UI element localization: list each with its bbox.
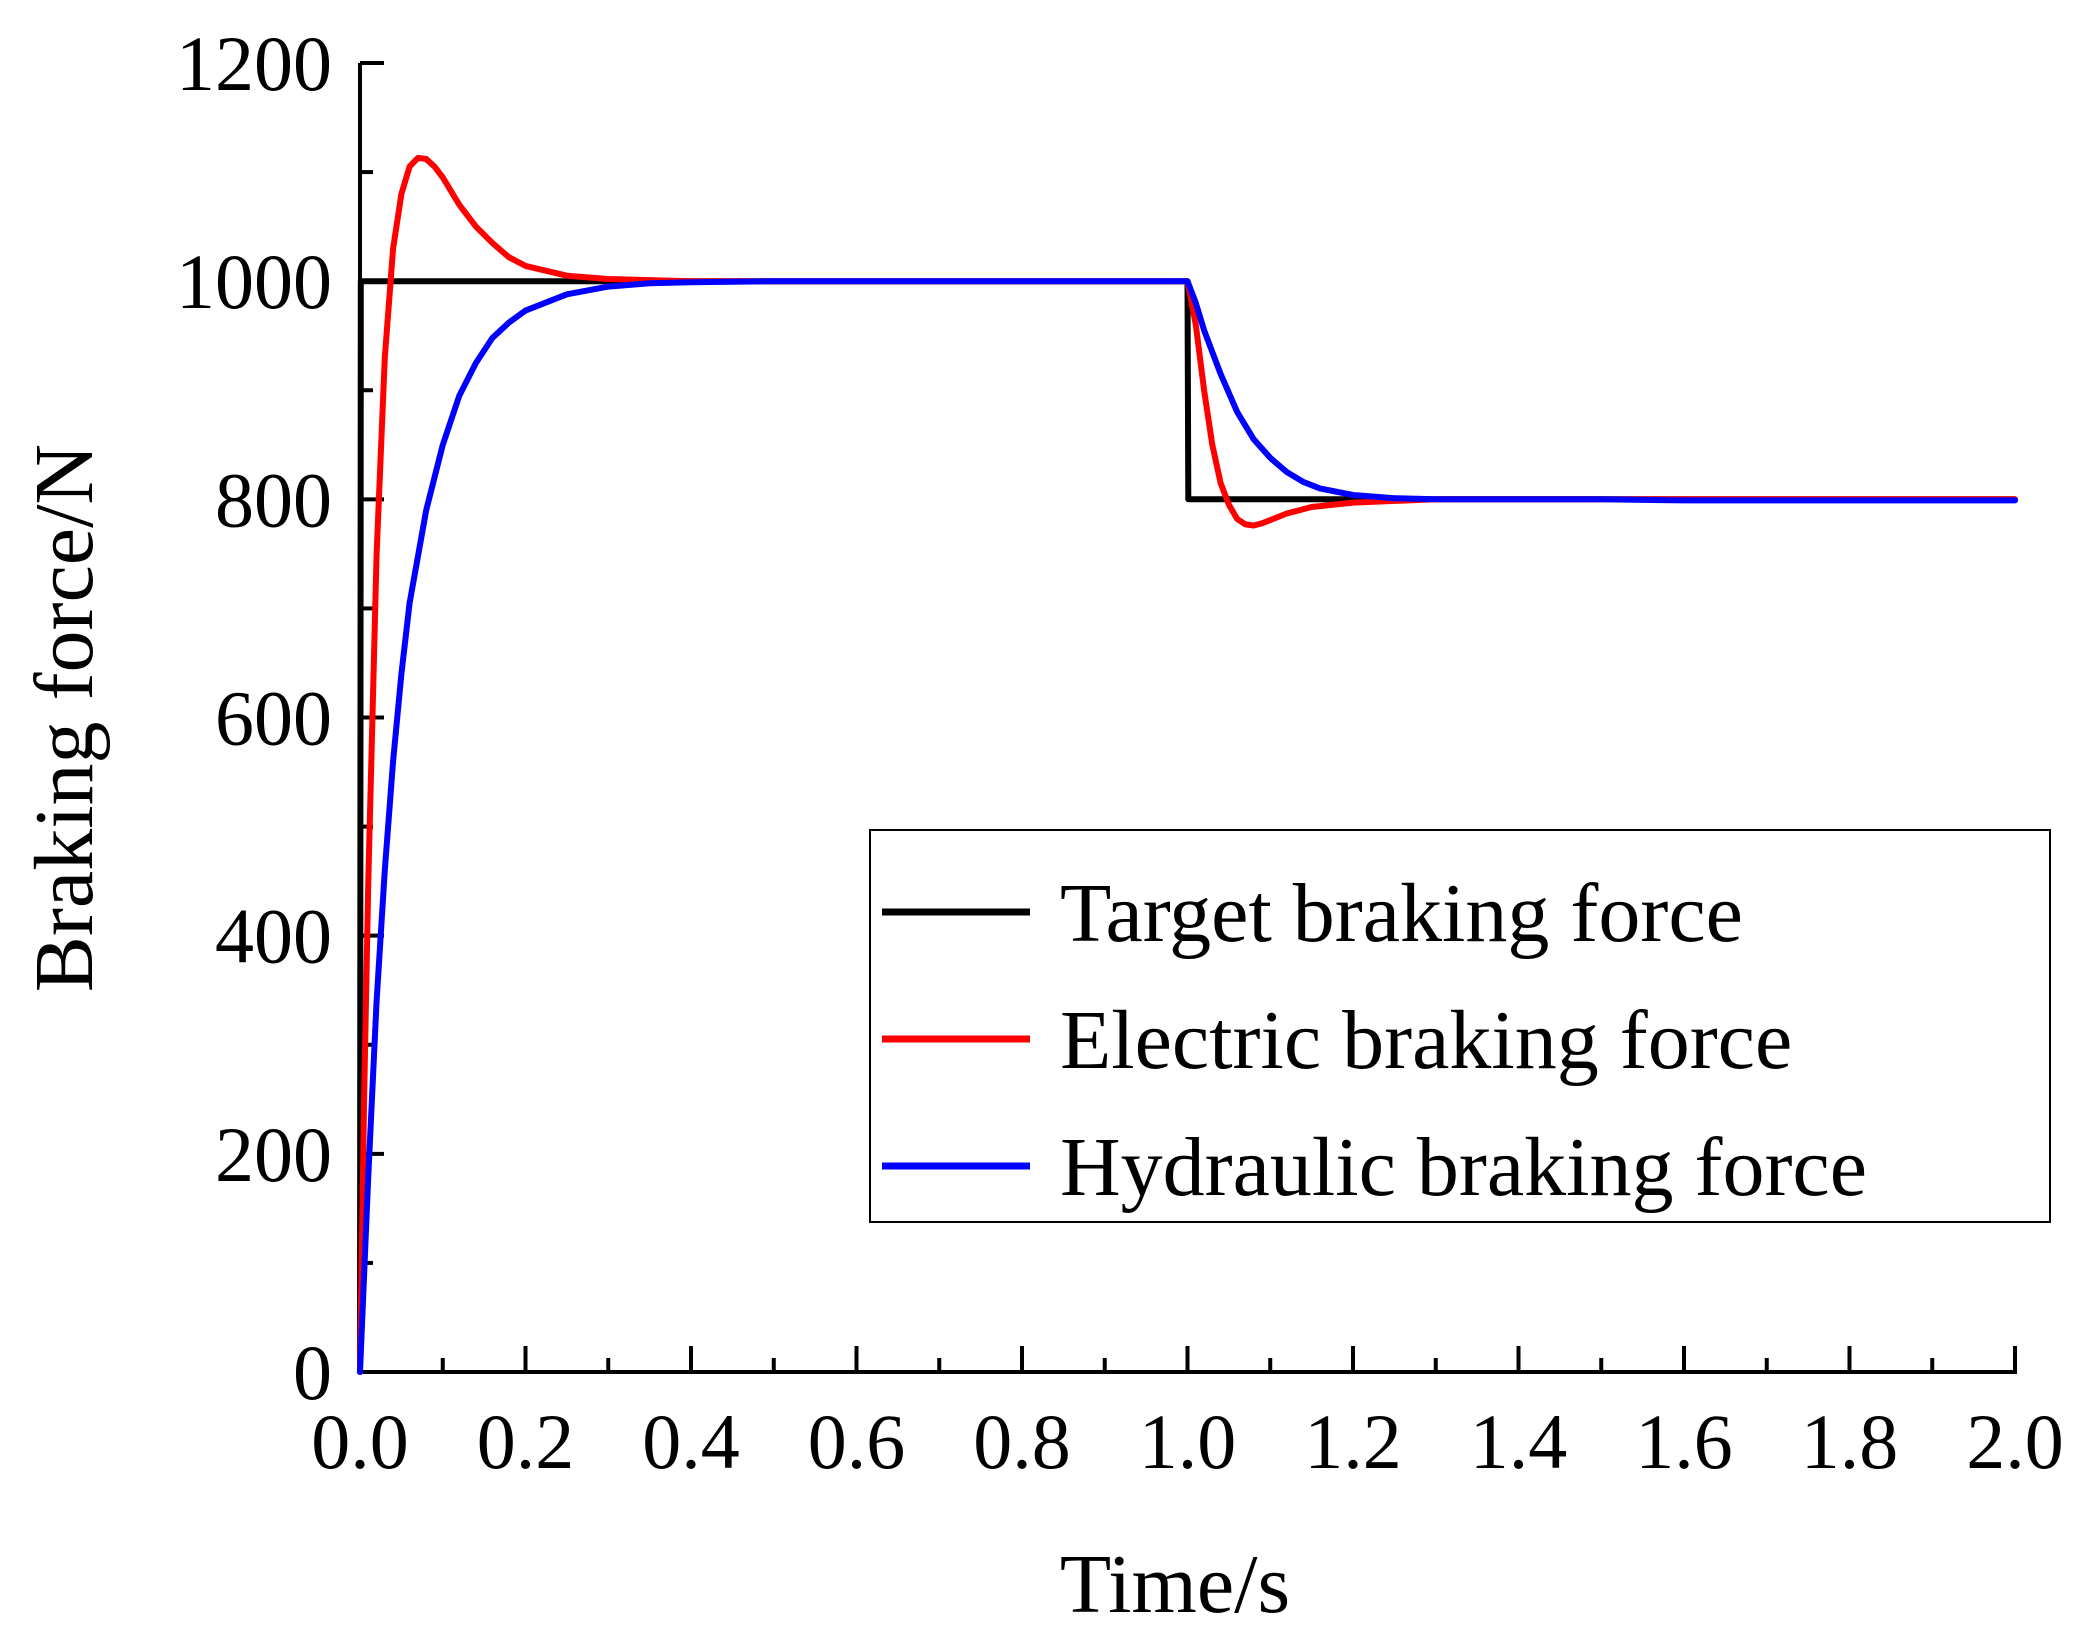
x-tick-label: 0.2 xyxy=(477,1398,575,1485)
x-axis-label: Time/s xyxy=(1060,1538,1290,1631)
legend-label-2: Hydraulic braking force xyxy=(1060,1121,1867,1214)
x-tick-label: 0.6 xyxy=(808,1398,906,1485)
x-tick-label: 0.8 xyxy=(973,1398,1071,1485)
x-tick-label: 1.8 xyxy=(1801,1398,1899,1485)
legend-label-1: Electric braking force xyxy=(1060,994,1792,1087)
x-tick-label: 2.0 xyxy=(1966,1398,2064,1485)
y-tick-label: 200 xyxy=(215,1111,332,1198)
x-tick-label: 0.4 xyxy=(642,1398,740,1485)
y-tick-label: 1200 xyxy=(176,20,332,107)
tick-labels: 0.0 0.2 0.4 0.6 0.8 1.0 1.2 1.4 1.6 1.8 2.0 0 200 400… xyxy=(176,20,2064,1485)
x-tick-label: 1.4 xyxy=(1470,1398,1568,1485)
y-tick-label: 800 xyxy=(215,456,332,543)
x-tick-label: 1.2 xyxy=(1304,1398,1402,1485)
series-line-1 xyxy=(357,154,2018,1375)
series-lines xyxy=(357,154,2018,1375)
y-tick-label: 0 xyxy=(293,1329,332,1416)
y-axis-label: Braking force/N xyxy=(18,444,111,992)
x-tick-label: 1.0 xyxy=(1139,1398,1237,1485)
y-tick-label: 400 xyxy=(215,893,332,980)
x-tick-label: 0.0 xyxy=(311,1398,409,1485)
x-tick-label: 1.6 xyxy=(1635,1398,1733,1485)
legend: Target braking force Electric braking for… xyxy=(869,829,2051,1223)
legend-box xyxy=(869,829,2051,1223)
legend-label-0: Target braking force xyxy=(1060,867,1743,960)
series-line-2 xyxy=(357,278,2018,1375)
y-tick-label: 600 xyxy=(215,675,332,762)
y-tick-label: 1000 xyxy=(176,238,332,325)
